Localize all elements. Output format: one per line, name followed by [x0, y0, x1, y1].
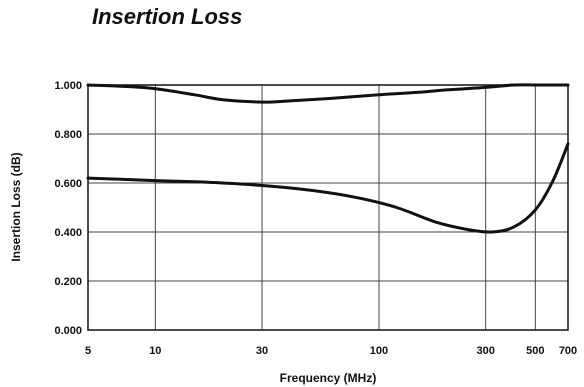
y-axis-label: Insertion Loss (dB): [9, 152, 23, 261]
y-tick-label: 0.800: [54, 129, 82, 141]
series-line-1: [86, 83, 570, 104]
y-tick-label: 1.000: [54, 80, 82, 92]
x-tick-label: 30: [256, 345, 268, 357]
x-tick-label: 300: [477, 345, 495, 357]
y-tick-label: 0.600: [54, 178, 82, 190]
y-tick-label: 0.000: [54, 325, 82, 337]
y-tick-labels: 0.000 0.200 0.400 0.600 0.800 1.000: [54, 80, 82, 337]
plot-frame: [87, 84, 569, 331]
x-tick-label: 500: [526, 345, 544, 357]
y-tick-label: 0.200: [54, 276, 82, 288]
y-tick-label: 0.400: [54, 227, 82, 239]
x-axis-label: Frequency (MHz): [280, 371, 377, 385]
grid: [87, 84, 569, 331]
x-tick-label: 5: [85, 345, 91, 357]
chart-title: Insertion Loss: [92, 4, 243, 29]
x-tick-label: 700: [559, 345, 577, 357]
x-tick-label: 10: [149, 345, 161, 357]
series-layer: [86, 83, 570, 234]
series-line-2: [86, 142, 570, 234]
x-tick-label: 100: [370, 345, 388, 357]
x-tick-labels: 5 10 30 100 300 500 700: [85, 345, 577, 357]
